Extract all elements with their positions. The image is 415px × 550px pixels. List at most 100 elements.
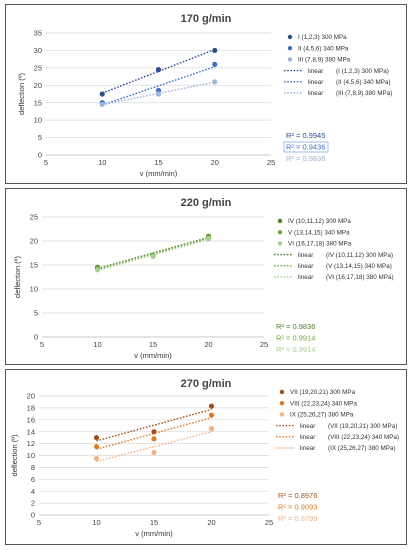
- r-squared-label: R² = 0.9836: [286, 154, 325, 163]
- data-point-series-3: [93, 455, 100, 462]
- r-squared-label: R² = 0.9436: [286, 143, 325, 152]
- y-tick-label: 2: [31, 499, 35, 508]
- trendline-1: [96, 408, 212, 442]
- y-tick-label: 18: [27, 404, 35, 413]
- y-tick-label: 10: [34, 116, 42, 125]
- legend-trend-label: linear: [308, 79, 323, 86]
- y-tick-label: 0: [31, 511, 35, 520]
- legend-trend-entry: (I (1,2,3) 300 MPa): [336, 68, 389, 75]
- legend-trend-entry: (V (13,14,15) 340 MPa): [326, 263, 392, 270]
- legend-entry: III (7,8,9) 380 MPa: [298, 57, 351, 64]
- legend-trend-entry: (II (4,5,6) 340 MPa): [336, 79, 391, 86]
- trendline-2: [96, 417, 212, 450]
- legend-trend-label: linear: [298, 274, 313, 281]
- y-tick-label: 5: [38, 133, 42, 142]
- trendline-3: [96, 431, 212, 463]
- data-point-series-2: [212, 61, 218, 67]
- x-tick-label: 5: [44, 158, 48, 167]
- legend-marker: [287, 57, 293, 62]
- y-tick-label: 0: [34, 333, 38, 342]
- y-tick-label: 20: [27, 392, 35, 401]
- legend-marker: [287, 46, 293, 51]
- x-tick-label: 5: [37, 518, 41, 527]
- y-tick-label: 16: [27, 415, 35, 424]
- y-tick-label: 25: [34, 63, 42, 72]
- y-tick-label: 0: [38, 151, 42, 160]
- legend-trend-label: linear: [308, 68, 323, 75]
- legend-entry: VI (16,17,18) 380 MPa: [288, 241, 352, 248]
- x-tick-label: 10: [98, 158, 106, 167]
- x-tick-label: 20: [204, 340, 212, 349]
- y-axis-title: deflection (º): [13, 256, 22, 298]
- trendline-1: [101, 48, 216, 94]
- data-point-series-1: [212, 47, 218, 54]
- legend-trend-entry: (III (7,8,9) 380 MPa): [336, 90, 392, 97]
- legend-trend-entry: (VI (16,17,18) 380 MPa): [326, 274, 394, 281]
- legend-marker: [279, 401, 285, 406]
- chart-panel-220: 220 g/min 0 5 10 15 20 25 5 10 15 20 25 v (mm/min) d…: [5, 188, 407, 365]
- x-tick-label: 25: [265, 518, 273, 527]
- legend-entry: V (13,14,15) 340 MPa: [288, 229, 350, 236]
- r-squared-label: R² = 0.9945: [286, 131, 325, 140]
- data-point-series-3: [208, 426, 215, 432]
- y-axis-title: deflection (º): [10, 434, 19, 476]
- data-point-series-1: [99, 91, 105, 97]
- y-tick-label: 12: [27, 439, 35, 448]
- legend-entry: VIII (22,23,24) 340 MPa: [290, 400, 357, 407]
- legend-trend-entry: (IV (10,11,12) 300 MPa): [326, 252, 393, 259]
- x-tick-label: 20: [207, 518, 215, 527]
- legend-marker: [277, 230, 283, 235]
- data-point-series-2: [151, 436, 157, 442]
- y-tick-label: 6: [31, 475, 35, 484]
- r-squared-label: R² = 0.9093: [278, 503, 317, 512]
- data-point-series-3: [205, 236, 212, 242]
- data-point-series-3: [155, 91, 162, 97]
- y-tick-label: 8: [31, 463, 35, 472]
- legend-trend-label: linear: [298, 263, 313, 270]
- x-axis-title: v (mm/min): [135, 529, 173, 538]
- y-tick-label: 14: [27, 427, 35, 436]
- y-tick-label: 35: [34, 29, 42, 38]
- legend-trend-label: linear: [300, 445, 315, 452]
- x-tick-label: 15: [154, 158, 162, 167]
- y-tick-label: 15: [34, 98, 42, 107]
- chart-title: 270 g/min: [180, 378, 232, 390]
- data-point-series-1: [93, 435, 100, 441]
- legend-marker: [279, 389, 285, 395]
- x-tick-label: 5: [40, 340, 44, 349]
- legend-entry: VII (19,20,21) 300 MPa: [290, 389, 356, 396]
- chart-panel-170: 170 g/min 0 5 10 15 20 25 30 35 5 10 15 20 25 v (mm/m…: [5, 4, 407, 184]
- legend-marker: [277, 241, 283, 246]
- data-point-series-1: [151, 429, 157, 435]
- legend-trend-entry: (VIII (22,23,24) 340 MPa): [328, 434, 399, 441]
- y-tick-label: 10: [30, 285, 38, 294]
- data-point-series-2: [93, 443, 100, 450]
- x-tick-label: 25: [267, 158, 275, 167]
- y-tick-label: 20: [34, 81, 42, 90]
- y-tick-label: 10: [27, 451, 35, 460]
- data-point-series-3: [99, 101, 105, 108]
- chart-title: 220 g/min: [180, 197, 232, 209]
- legend-marker: [287, 34, 293, 40]
- legend-marker: [279, 412, 285, 417]
- x-tick-label: 20: [211, 158, 219, 167]
- chart-svg: 0 2 4 6 8 10 12 14 16 18 20 5 10 15 20 25 v (mm/min) defl…: [10, 389, 399, 538]
- legend-trend-entry: (VII (19,20,21) 300 MPa): [328, 423, 397, 430]
- y-tick-label: 15: [30, 261, 38, 270]
- x-tick-label: 10: [92, 518, 100, 527]
- chart-panel-270: 270 g/min 0 2 4 6 8 10 12 14 16 18 20 5 10 15 20 25 v (m…: [5, 369, 407, 545]
- trendline-2: [102, 66, 215, 106]
- legend-trend-label: linear: [300, 434, 315, 441]
- legend-entry: IV (10,11,12) 300 MPa: [288, 218, 351, 225]
- data-point-series-1: [155, 67, 162, 73]
- r-squared-label: R² = 0.8976: [278, 491, 317, 500]
- y-tick-label: 4: [31, 487, 35, 496]
- data-point-series-3: [151, 449, 157, 456]
- x-axis-title: v (mm/min): [140, 169, 178, 178]
- legend-marker: [277, 218, 283, 224]
- y-tick-label: 30: [34, 46, 42, 55]
- r-squared-label: R² = 0.8799: [278, 514, 317, 523]
- r2-highlight-box: [283, 141, 329, 153]
